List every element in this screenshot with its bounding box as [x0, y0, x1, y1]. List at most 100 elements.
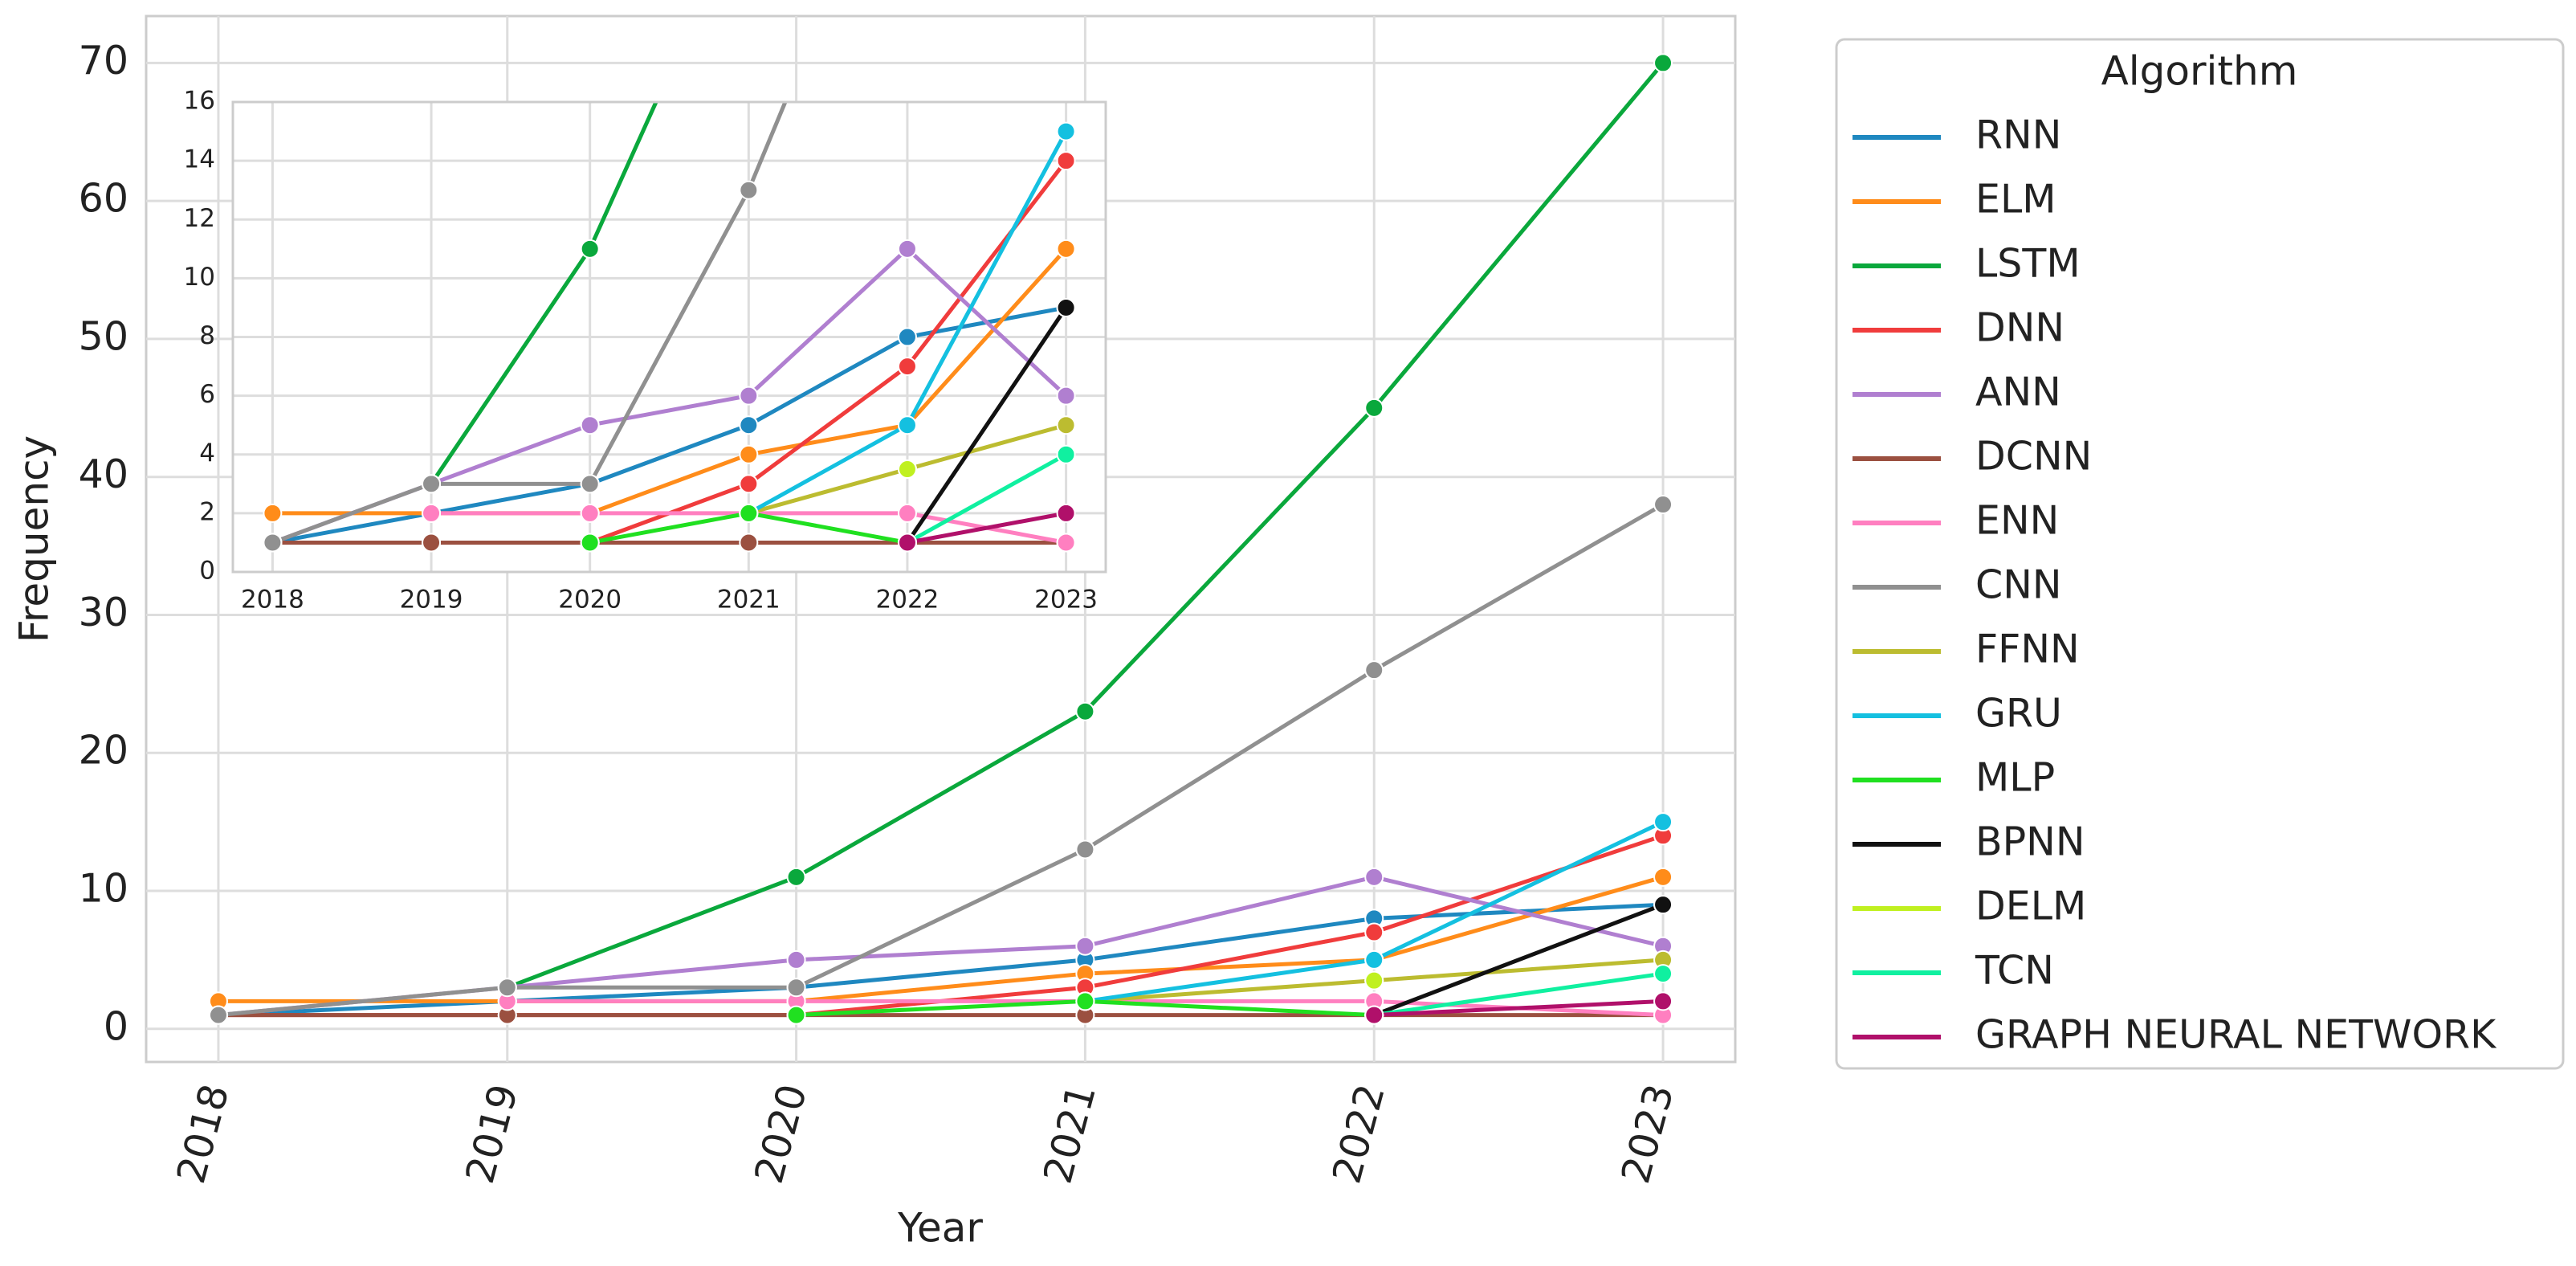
marker: [739, 533, 759, 553]
marker: [1075, 991, 1095, 1011]
marker: [897, 357, 917, 377]
x-tick-label: 2018: [241, 586, 304, 615]
marker: [1075, 936, 1095, 956]
x-tick-label: 2021: [1035, 1080, 1105, 1188]
marker: [739, 474, 759, 494]
marker: [580, 415, 600, 435]
series-lines: [263, 102, 1076, 553]
marker: [263, 533, 283, 553]
x-tick-label: 2022: [1324, 1080, 1394, 1188]
marker: [1056, 151, 1076, 171]
line: [1373, 971, 1664, 1018]
line: [218, 875, 1664, 1003]
x-tick-label: 2020: [558, 586, 622, 615]
legend-label: RNN: [1975, 112, 2061, 158]
line: [906, 452, 1067, 545]
y-tick-label: 10: [184, 263, 215, 292]
marker: [208, 1005, 228, 1025]
marker: [897, 459, 917, 480]
marker: [422, 474, 442, 494]
line: [272, 247, 1068, 516]
legend-entries: RNN ELM LSTM DNN ANN DCNN ENN CNN FFNN GRU MLP BPNN…: [1853, 112, 2497, 1058]
inset-frame: [231, 100, 1107, 574]
x-tick-label: 2023: [1034, 586, 1098, 615]
y-tick-label: 2: [199, 497, 215, 526]
y-tick-label: 6: [199, 380, 215, 409]
marker: [1653, 964, 1673, 984]
marker: [1653, 867, 1673, 887]
legend-label: DCNN: [1975, 434, 2092, 480]
y-axis-title: Frequency: [11, 435, 58, 643]
marker: [1075, 701, 1095, 721]
legend-label: ANN: [1975, 370, 2061, 415]
marker: [786, 1005, 806, 1025]
y-tick-label: 4: [199, 439, 215, 468]
y-tick-label: 20: [79, 728, 128, 774]
marker: [263, 503, 283, 523]
marker: [1653, 812, 1673, 832]
marker: [1364, 398, 1384, 418]
y-tick-label: 10: [79, 866, 128, 912]
marker: [897, 533, 917, 553]
marker: [786, 978, 806, 998]
y-tick-label: 30: [79, 590, 128, 635]
marker: [422, 533, 442, 553]
marker: [1056, 533, 1076, 553]
line: [907, 511, 1067, 545]
y-tick-label: 0: [199, 557, 215, 586]
marker: [1364, 867, 1384, 887]
x-tick-label: 2022: [876, 586, 940, 615]
y-tick-label: 8: [199, 321, 215, 350]
marker: [739, 180, 759, 200]
marker: [1075, 839, 1095, 860]
marker: [786, 867, 806, 887]
x-tick-label: 2021: [717, 586, 781, 615]
marker: [739, 503, 759, 523]
marker: [1653, 53, 1673, 73]
x-tick-label: 2019: [400, 586, 463, 615]
y-tick-label: 60: [79, 176, 128, 222]
legend-title: Algorithm: [2101, 48, 2298, 95]
marker: [1653, 991, 1673, 1011]
marker: [1056, 444, 1076, 464]
legend-label: DELM: [1975, 884, 2086, 929]
legend-label: MLP: [1975, 755, 2055, 801]
marker: [739, 415, 759, 435]
marker: [1056, 297, 1076, 317]
y-tick-label: 50: [79, 313, 128, 359]
line: [218, 502, 1665, 1018]
legend-label: LSTM: [1975, 241, 2081, 287]
marker: [422, 503, 442, 523]
x-tick-label: 2018: [168, 1080, 238, 1188]
y-tick-label: 40: [79, 451, 128, 497]
inset-plot: 0 2 4 6 8 10 12 14 16 2018 2019 2020 2021 2022 2023: [184, 87, 1106, 615]
marker: [1056, 239, 1076, 259]
legend: [1835, 38, 2565, 1070]
marker: [1056, 503, 1076, 523]
marker: [1056, 386, 1076, 406]
marker: [580, 533, 600, 553]
marker: [897, 327, 917, 347]
y-tick-label: 12: [184, 204, 215, 233]
marker: [739, 386, 759, 406]
legend-label: ENN: [1975, 498, 2059, 544]
marker: [580, 239, 600, 259]
marker: [580, 474, 600, 494]
x-axis-title: Year: [897, 1205, 983, 1252]
legend-label: BPNN: [1975, 819, 2085, 865]
legend-label: ELM: [1975, 177, 2056, 223]
marker: [1653, 495, 1673, 515]
y-tick-label: 16: [184, 87, 215, 116]
marker: [1364, 950, 1384, 970]
line: [271, 102, 788, 545]
y-tick-label: 70: [79, 38, 128, 84]
legend-label: TCN: [1975, 948, 2054, 994]
y-tick-label: 0: [104, 1003, 128, 1049]
legend-label: DNN: [1975, 305, 2064, 351]
marker: [1056, 121, 1076, 141]
line: [429, 102, 658, 485]
marker: [1056, 415, 1076, 435]
marker: [786, 950, 806, 970]
marker: [497, 978, 517, 998]
